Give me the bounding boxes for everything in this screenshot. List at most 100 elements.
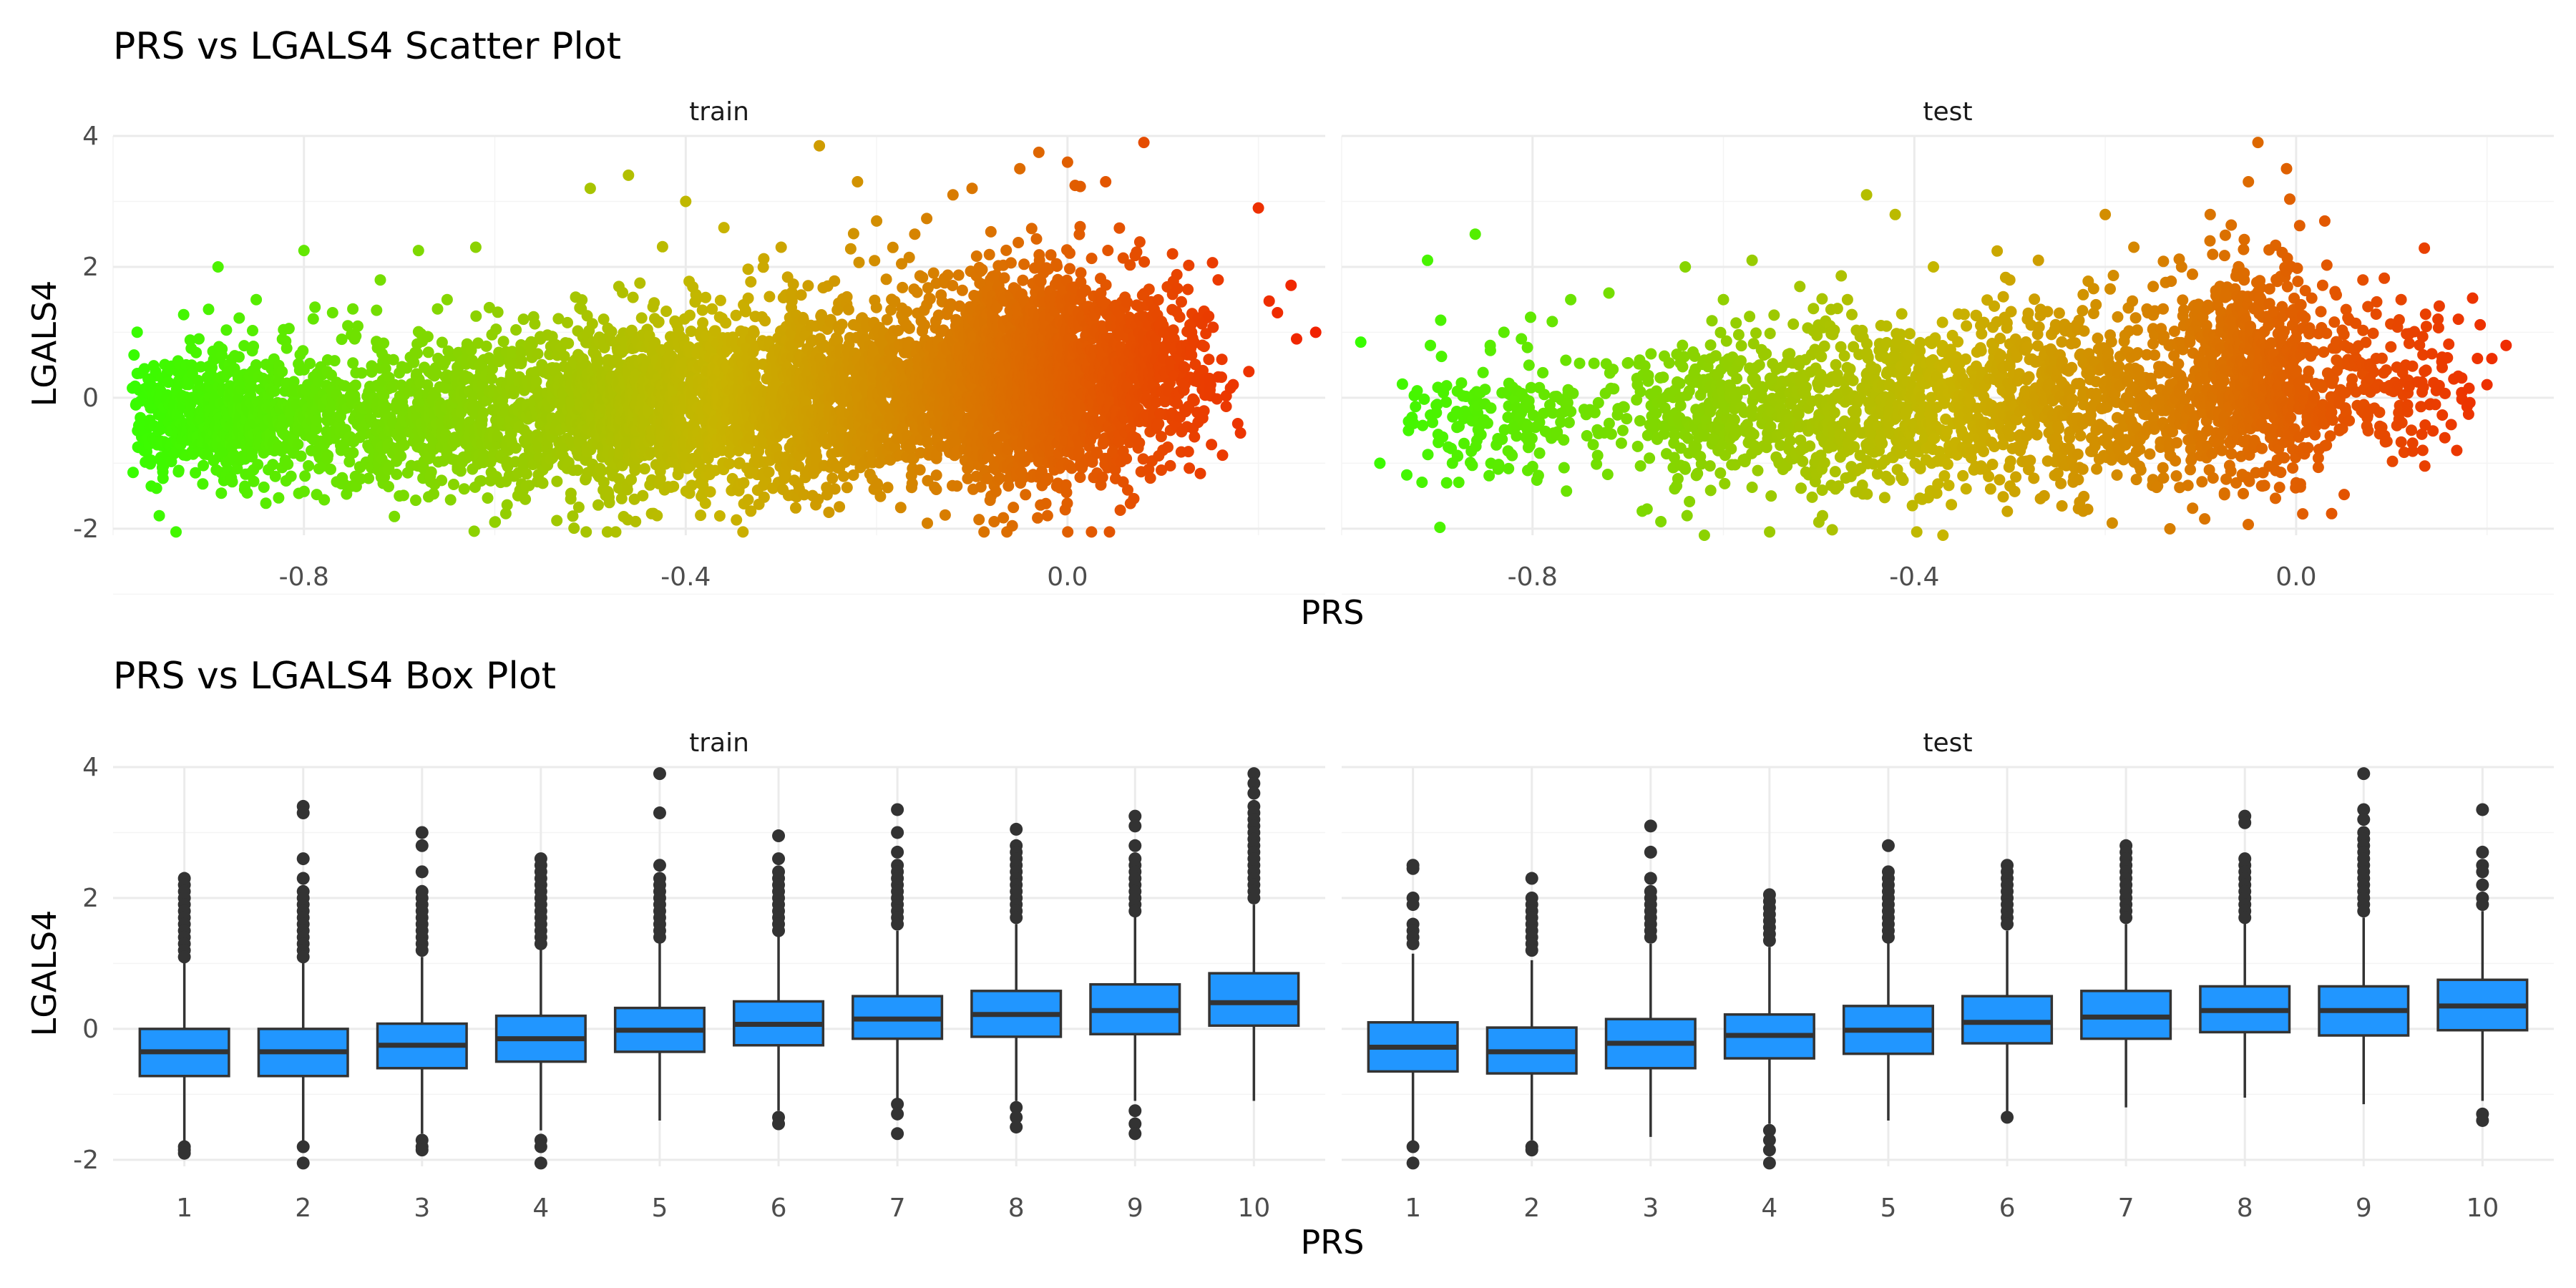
scatter-point [802,280,814,292]
scatter-point [248,475,260,487]
scatter-point [947,189,959,201]
scatter-point [477,449,489,461]
scatter-point [387,353,399,366]
scatter-point [292,439,304,450]
scatter-point [903,251,915,263]
scatter-point [192,374,204,386]
scatter-point [350,330,362,342]
scatter-point [580,526,592,538]
scatter-point [749,369,761,381]
scatter-point [526,338,538,350]
scatter-point [216,343,228,355]
scatter-point [529,318,541,330]
scatter-point [138,363,150,375]
scatter-point [309,301,321,313]
scatter-point [695,509,707,522]
scatter-point [477,406,489,419]
scatter-point [881,313,893,326]
scatter-point [621,484,633,496]
scatter-point [282,458,294,470]
scatter-point [486,373,497,385]
scatter-point [190,346,203,358]
scatter-point [128,349,140,361]
scatter-point [668,480,680,492]
scatter-point [656,240,668,253]
scatter-point [363,472,375,484]
scatter-point [841,482,853,494]
scatter-point [530,375,542,387]
scatter-point [448,479,459,490]
scatter-point [510,324,522,336]
scatter-point [383,481,394,492]
scatter-point [973,514,985,526]
scatter-point [177,308,190,321]
scatter-point [906,477,918,489]
scatter-point [930,469,942,482]
scatter-point [260,497,272,509]
scatter-point [998,272,1010,284]
scatter-point [844,243,857,255]
scatter-point [411,347,423,359]
scatter-strip-train: train [689,97,749,127]
scatter-point [298,245,310,257]
scatter-point [469,241,482,253]
scatter-point [731,514,743,526]
scatter-point [371,304,383,316]
scatter-point [509,442,522,454]
scatter-point [492,306,504,318]
scatter-point [425,466,437,478]
scatter-point [520,468,532,480]
scatter-point [738,477,750,489]
scatter-point [894,502,907,514]
scatter-point [307,313,319,325]
scatter-point [697,317,709,329]
scatter-point [1013,237,1025,248]
scatter-point [635,312,648,324]
scatter-point [853,256,865,268]
scatter-point [519,493,532,505]
scatter-point [480,340,492,352]
scatter-point [651,509,663,522]
scatter-point [586,318,598,330]
scatter-point [983,248,995,260]
scatter-point [922,517,933,530]
scatter-point [720,317,732,329]
scatter-point [515,355,527,367]
scatter-point [713,510,726,522]
scatter-point [150,482,162,494]
scatter-point [395,450,407,462]
scatter-point [1017,274,1029,286]
scatter-point [184,334,196,346]
scatter-point [233,312,245,324]
scatter-point [648,297,660,309]
scatter-point [241,487,253,499]
scatter-point [976,263,988,275]
scatter-point [515,346,527,358]
scatter-point [185,359,197,371]
scatter-point [562,316,573,328]
scatter-point [748,327,760,338]
scatter-point [551,514,563,527]
scatter-point [714,294,726,306]
scatter-point [567,510,579,522]
scatter-point [811,450,823,462]
scatter-point [872,478,883,490]
scatter-point [605,326,618,338]
scatter-point [347,447,359,459]
scatter-point [430,368,442,380]
scatter-point [841,291,853,303]
scatter-point [627,291,639,303]
scatter-point [617,286,629,298]
scatter-point [897,281,909,293]
scatter-point [347,303,359,315]
scatter-point [532,441,545,454]
scatter-point [903,322,915,334]
scatter-point [700,291,712,303]
scatter-point [233,351,245,363]
scatter-point [576,294,588,306]
scatter-point [444,494,457,506]
scatter-point [248,341,260,352]
scatter-point [558,350,570,362]
scatter-point [956,284,968,296]
